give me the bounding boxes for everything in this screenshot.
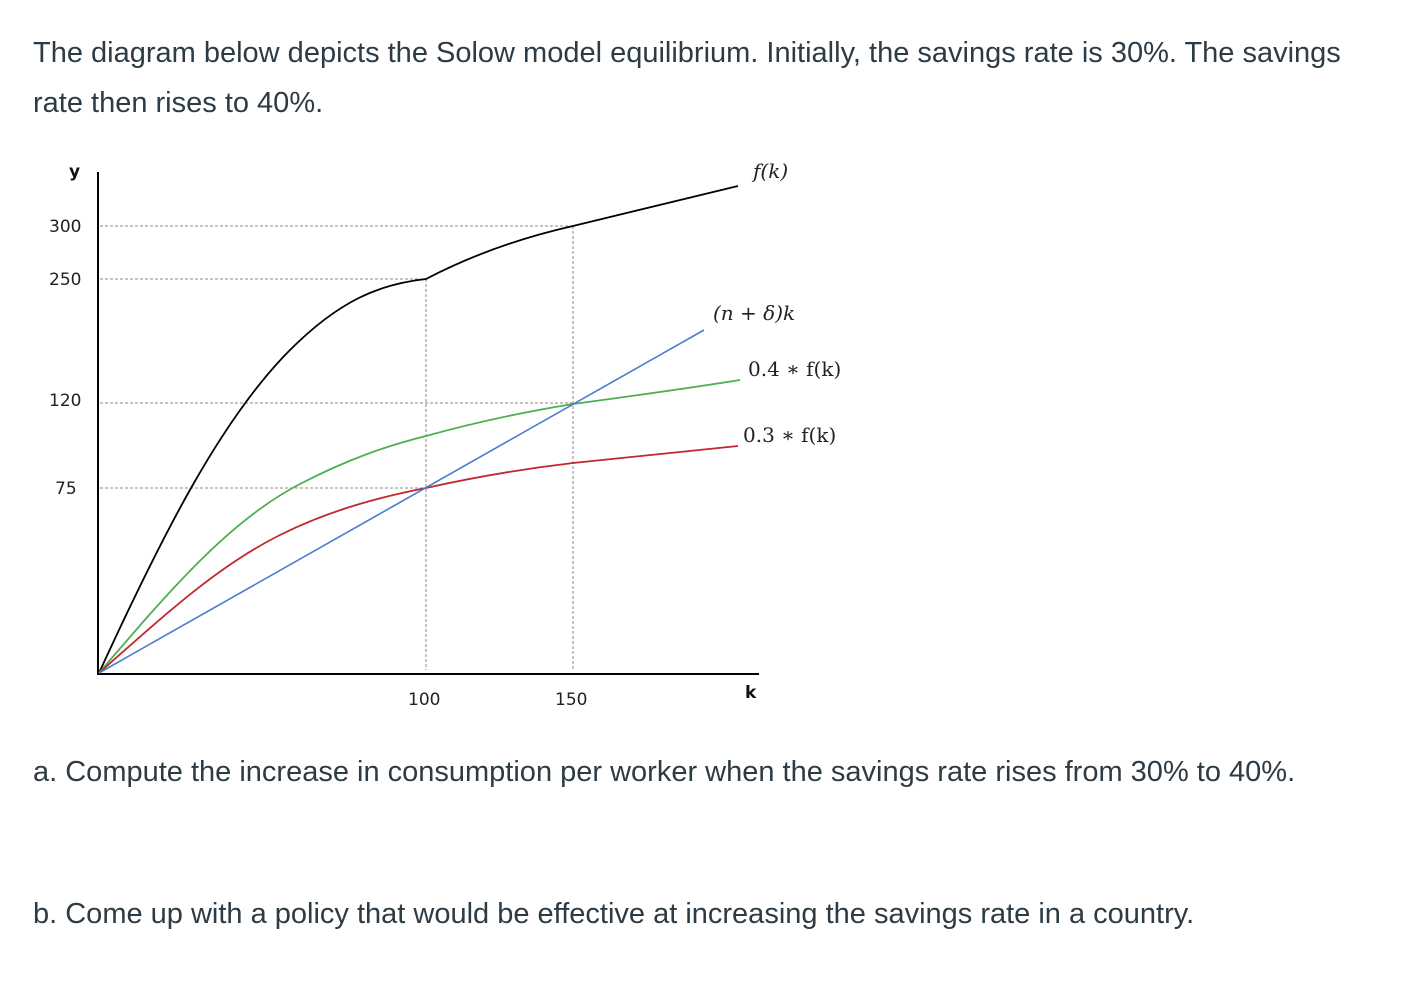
label-savings-04: 0.4 ∗ f(k) <box>748 357 841 381</box>
curve-savings-04 <box>98 379 741 674</box>
label-f-k: f(k) <box>751 159 788 183</box>
y-tick-75: 75 <box>55 479 77 499</box>
question-a: a. Compute the increase in consumption p… <box>33 756 1296 788</box>
x-tick-100: 100 <box>408 690 440 710</box>
y-tick-300: 300 <box>49 217 81 237</box>
curve-savings-03 <box>98 445 739 674</box>
question-b: b. Come up with a policy that would be e… <box>33 898 1195 930</box>
intro-text: The diagram below depicts the Solow mode… <box>33 37 1341 119</box>
label-savings-03: 0.3 ∗ f(k) <box>743 423 836 447</box>
y-tick-120: 120 <box>49 391 81 411</box>
label-depreciation: (n + δ)k <box>713 301 795 325</box>
y-axis-label: y <box>69 162 80 182</box>
x-tick-150: 150 <box>555 690 587 710</box>
x-axis-label: k <box>745 683 757 703</box>
curve-f-k <box>98 185 739 674</box>
y-tick-250: 250 <box>49 270 81 290</box>
line-depreciation <box>98 329 705 674</box>
guide-lines <box>100 225 574 670</box>
